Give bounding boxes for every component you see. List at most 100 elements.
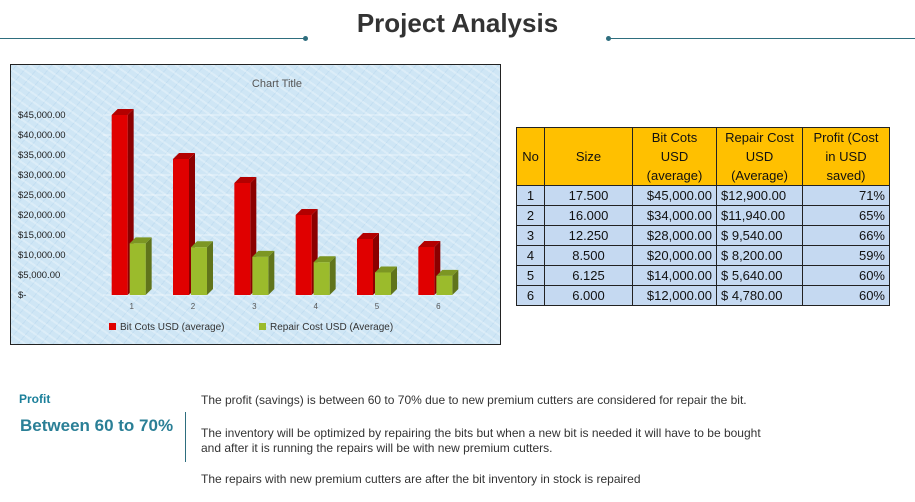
- summary-note: and after it is running the repairs will…: [201, 441, 553, 455]
- cell-no: 2: [516, 205, 545, 226]
- bar-side: [391, 266, 397, 295]
- y-tick-label: $30,000.00: [18, 170, 66, 181]
- cell-no: 5: [516, 265, 545, 286]
- y-tick-label: $35,000.00: [18, 150, 66, 161]
- cell-bit-cost: $12,000.00: [632, 285, 717, 306]
- bar-top: [129, 237, 152, 244]
- cell-profit: 65%: [802, 205, 890, 226]
- bar-side: [329, 256, 336, 295]
- cell-bit-cost: $34,000.00: [632, 205, 717, 226]
- bar: [295, 215, 312, 295]
- summary-divider: [185, 412, 186, 462]
- bar-top: [375, 266, 397, 273]
- cell-bit-cost: $28,000.00: [632, 225, 717, 246]
- y-tick-label: $25,000.00: [18, 190, 66, 201]
- bar: [111, 115, 128, 295]
- cell-repair-cost: $ 5,640.00: [716, 265, 803, 286]
- bar-top: [234, 177, 257, 183]
- bar: [173, 159, 189, 295]
- cell-profit: 71%: [802, 185, 890, 206]
- header-repair-cost-line: USD: [745, 149, 774, 164]
- title-rule-left: [0, 38, 305, 39]
- bar: [129, 243, 146, 295]
- cell-no: 6: [516, 285, 545, 306]
- cell-size: 8.500: [544, 245, 633, 266]
- cell-repair-cost: $ 8,200.00: [716, 245, 803, 266]
- cell-profit: 60%: [802, 265, 890, 286]
- bar-top: [357, 233, 379, 239]
- bar-chart-svg: Chart Title $- $5,000.00 $10,000.00 $15,000.…: [18, 78, 471, 333]
- bar-chart: Chart Title $- $5,000.00 $10,000.00 $15,000.…: [10, 64, 501, 345]
- cell-no: 3: [516, 225, 545, 246]
- bar: [252, 256, 269, 295]
- cell-repair-cost: $ 9,540.00: [716, 225, 803, 246]
- bar-top: [418, 241, 441, 247]
- header-bit-cost-line: USD: [660, 149, 689, 164]
- x-tick-label: 3: [252, 302, 257, 311]
- header-bit-cost-line: (average): [646, 168, 703, 183]
- bar-top: [252, 250, 275, 257]
- header-profit-line: in USD: [825, 149, 867, 164]
- x-tick-label: 4: [313, 302, 318, 311]
- y-tick-label: $40,000.00: [18, 130, 66, 141]
- cell-no: 1: [516, 185, 545, 206]
- y-tick-label: $45,000.00: [18, 110, 66, 121]
- x-tick-label: 1: [129, 302, 134, 311]
- page-title: Project Analysis: [356, 8, 559, 38]
- project-table: No Size Bit Cots USD (average) Repair Co…: [516, 127, 890, 306]
- bar-side: [452, 269, 459, 295]
- y-tick-label: $10,000.00: [18, 250, 66, 261]
- header-repair-cost: Repair Cost USD (Average): [716, 127, 803, 186]
- profit-range: Between 60 to 70%: [20, 416, 174, 435]
- y-tick-label: $-: [18, 290, 26, 301]
- bar-top: [295, 209, 318, 215]
- bar: [234, 183, 251, 295]
- legend-label: Repair Cost USD (Average): [270, 322, 393, 333]
- cell-bit-cost: $45,000.00: [632, 185, 717, 206]
- summary-note: The repairs with new premium cutters are…: [201, 472, 641, 486]
- y-tick-label: $5,000.00: [18, 270, 60, 281]
- bar-top: [111, 109, 134, 115]
- x-tick-label: 2: [191, 302, 196, 311]
- table-row: 6 6.000 $12,000.00 $ 4,780.00 60%: [516, 285, 890, 306]
- bar-top: [191, 241, 213, 248]
- header-profit-line: saved): [826, 168, 866, 183]
- header-repair-cost-line: Repair Cost: [725, 130, 794, 145]
- cell-size: 12.250: [544, 225, 633, 246]
- cell-profit: 60%: [802, 285, 890, 306]
- cell-no: 4: [516, 245, 545, 266]
- bar: [313, 262, 330, 295]
- header-bit-cost-line: Bit Cots: [651, 130, 698, 145]
- x-tick-label: 5: [375, 302, 380, 311]
- cell-bit-cost: $20,000.00: [632, 245, 717, 266]
- table-row: 1 17.500 $45,000.00 $12,900.00 71%: [516, 185, 890, 206]
- cell-size: 17.500: [544, 185, 633, 206]
- bar: [436, 275, 453, 295]
- cell-repair-cost: $11,940.00: [716, 205, 803, 226]
- bar: [357, 239, 373, 295]
- bar-side: [268, 250, 275, 295]
- table-row: 5 6.125 $14,000.00 $ 5,640.00 60%: [516, 265, 890, 286]
- legend-swatch: [109, 323, 116, 330]
- cell-size: 6.125: [544, 265, 633, 286]
- header-bit-cost: Bit Cots USD (average): [632, 127, 717, 186]
- profit-label: Profit: [19, 392, 51, 406]
- table-row: 2 16.000 $34,000.00 $11,940.00 65%: [516, 205, 890, 226]
- cell-repair-cost: $ 4,780.00: [716, 285, 803, 306]
- header-repair-cost-line: (Average): [731, 168, 788, 183]
- bar: [375, 272, 391, 295]
- bar-side: [207, 241, 213, 295]
- y-tick-label: $20,000.00: [18, 210, 66, 221]
- table-header-row: No Size Bit Cots USD (average) Repair Co…: [516, 127, 890, 186]
- cell-profit: 66%: [802, 225, 890, 246]
- cell-size: 16.000: [544, 205, 633, 226]
- legend-label: Bit Cots USD (average): [120, 322, 224, 333]
- bar-top: [173, 153, 195, 159]
- bar-side: [145, 237, 152, 295]
- header-no: No: [516, 127, 545, 186]
- chart-title: Chart Title: [252, 78, 302, 90]
- table-row: 3 12.250 $28,000.00 $ 9,540.00 66%: [516, 225, 890, 246]
- summary-note: The inventory will be optimized by repai…: [201, 426, 761, 440]
- cell-size: 6.000: [544, 285, 633, 306]
- header-profit-line: Profit (Cost: [813, 130, 879, 145]
